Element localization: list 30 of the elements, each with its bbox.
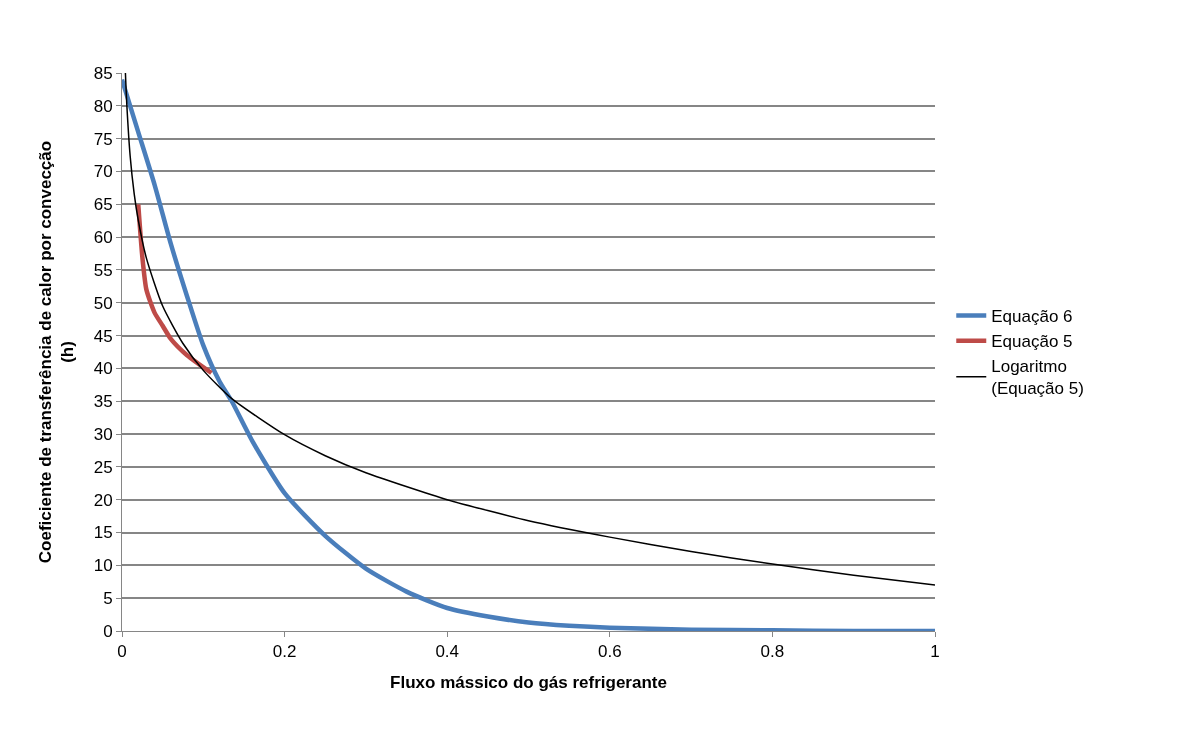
y-tick-label: 70 xyxy=(93,162,113,182)
legend-label: Logaritmo (Equação 5) xyxy=(991,357,1084,399)
y-tick-label: 30 xyxy=(93,425,113,445)
x-axis-title: Fluxo mássico do gás refrigerante xyxy=(390,672,667,692)
y-tick-label: 25 xyxy=(93,457,113,477)
y-tick-label: 60 xyxy=(93,228,113,248)
y-tick-label: 20 xyxy=(93,490,113,510)
x-tick-label: 0.2 xyxy=(272,642,297,662)
y-tick-label: 35 xyxy=(93,392,113,412)
y-tick-label: 85 xyxy=(93,63,113,83)
y-tick-label: 50 xyxy=(93,293,113,313)
x-tick-label: 0.6 xyxy=(597,642,622,662)
y-tick-label: 15 xyxy=(93,523,113,543)
legend-label: Equação 5 xyxy=(991,332,1073,352)
legend-label: Equação 6 xyxy=(991,307,1073,327)
y-tick-label: 40 xyxy=(93,359,113,379)
y-tick-label: 0 xyxy=(103,621,113,641)
y-tick-label: 75 xyxy=(93,129,113,149)
x-tick-label: 0 xyxy=(117,642,127,662)
x-tick-label: 1 xyxy=(930,642,940,662)
y-tick-label: 55 xyxy=(93,260,113,280)
y-tick-label: 5 xyxy=(103,589,113,609)
y-tick-label: 65 xyxy=(93,195,113,215)
line-series xyxy=(136,202,214,376)
y-tick-label: 80 xyxy=(93,96,113,116)
y-tick-label: 10 xyxy=(93,556,113,576)
y-tick-label: 45 xyxy=(93,326,113,346)
x-tick-label: 0.8 xyxy=(760,642,785,662)
x-tick-label: 0.4 xyxy=(435,642,460,662)
y-axis-title: Coeficiente de transferência de calor por convecção (h) xyxy=(36,140,78,564)
